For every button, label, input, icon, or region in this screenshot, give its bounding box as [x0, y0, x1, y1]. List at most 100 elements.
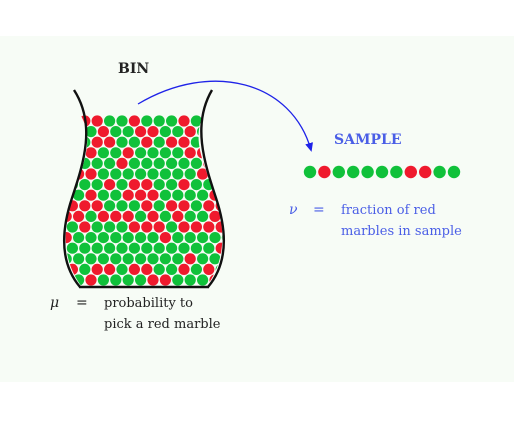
bin-marble — [116, 221, 128, 233]
bin-marble — [166, 263, 178, 275]
bin-marble — [172, 147, 184, 159]
bin-marble — [172, 168, 184, 180]
bin-marble — [159, 253, 171, 265]
bin-marble — [166, 221, 178, 233]
bin-marble — [104, 242, 116, 254]
bin-marble — [209, 232, 221, 244]
bin-marble — [197, 168, 209, 180]
bin-marble — [104, 136, 116, 148]
bin-marble — [153, 263, 165, 275]
bin-marble — [135, 210, 147, 222]
bin-marble — [85, 274, 97, 286]
bin-marble — [104, 221, 116, 233]
bin-marble — [128, 136, 140, 148]
bin-marble — [91, 157, 103, 169]
bin-marble — [128, 157, 140, 169]
bin-marble — [153, 136, 165, 148]
bin-marble — [85, 126, 97, 138]
bin-marble — [215, 221, 223, 233]
bin-marble — [79, 179, 91, 191]
bin-marble — [66, 242, 78, 254]
bin-marble — [147, 189, 159, 201]
bin-marble — [141, 200, 153, 212]
bin-marble — [184, 274, 196, 286]
bin-marble — [209, 253, 221, 265]
sample-marble — [433, 165, 446, 179]
bin-marble — [122, 274, 134, 286]
bin-marble — [141, 221, 153, 233]
sample-marbles — [303, 165, 461, 179]
mu-symbol: μ — [50, 295, 59, 311]
mu-equals: = — [76, 295, 88, 311]
bin-right-outline — [200, 89, 226, 288]
bin-marble — [184, 126, 196, 138]
mu-definition-line1: probability to — [104, 296, 193, 311]
bin-marble — [141, 263, 153, 275]
bin-marble — [178, 263, 190, 275]
bin-marble — [190, 200, 202, 212]
bin-marble — [97, 147, 109, 159]
bin-marble — [65, 232, 72, 244]
bin-marble — [116, 157, 128, 169]
bin-marble — [159, 189, 171, 201]
bin-marble — [110, 168, 122, 180]
bin-marble — [178, 200, 190, 212]
bin-marble — [110, 189, 122, 201]
bin-marble — [172, 126, 184, 138]
bin-marble — [110, 232, 122, 244]
bin-marble — [116, 242, 128, 254]
bin-marble — [197, 189, 209, 201]
bin-marble — [172, 232, 184, 244]
bin-marble — [116, 115, 128, 127]
panel-background — [0, 36, 514, 382]
bin-marble — [153, 179, 165, 191]
bin-marble — [190, 179, 202, 191]
sample-marble — [303, 165, 317, 179]
bin-marble — [141, 242, 153, 254]
bin-marble — [141, 115, 153, 127]
nu-symbol: ν — [289, 202, 298, 218]
bin-marble — [122, 253, 134, 265]
bin-marble — [85, 168, 97, 180]
bin-marble — [85, 147, 97, 159]
bin-marble — [104, 179, 116, 191]
sample-marble — [361, 165, 374, 179]
bin-marble — [91, 221, 103, 233]
bin-marble — [135, 168, 147, 180]
bin-marble — [91, 179, 103, 191]
sample-marble — [390, 165, 403, 179]
bin-marble — [79, 200, 91, 212]
bin-marble — [85, 232, 97, 244]
bin-marble — [135, 232, 147, 244]
bin-marble — [159, 126, 171, 138]
bin-marble — [197, 210, 209, 222]
bin-marble — [153, 221, 165, 233]
bin-marble — [128, 221, 140, 233]
bin-marble — [190, 221, 202, 233]
bin-marble — [122, 189, 134, 201]
bin-marble — [122, 210, 134, 222]
bin-marble — [197, 274, 209, 286]
bin-marble — [85, 210, 97, 222]
bin-marble — [73, 232, 85, 244]
bin-marble — [128, 242, 140, 254]
bin-marble — [147, 168, 159, 180]
bin-marble — [135, 274, 147, 286]
bin-marble — [128, 263, 140, 275]
bin-marble — [184, 147, 196, 159]
bin-marble — [166, 200, 178, 212]
bin-marble — [97, 126, 109, 138]
bin-marble — [128, 200, 140, 212]
bin-marble — [141, 136, 153, 148]
bin-marble — [197, 253, 209, 265]
bin-marble — [184, 189, 196, 201]
bin-marble — [79, 263, 91, 275]
bin-marble — [178, 136, 190, 148]
bin-marble — [166, 179, 178, 191]
bin-marble — [203, 200, 215, 212]
bin-marble — [159, 168, 171, 180]
bin-marble — [97, 168, 109, 180]
bin-marble — [141, 179, 153, 191]
bin-marble — [203, 242, 215, 254]
bin-marble — [178, 221, 190, 233]
